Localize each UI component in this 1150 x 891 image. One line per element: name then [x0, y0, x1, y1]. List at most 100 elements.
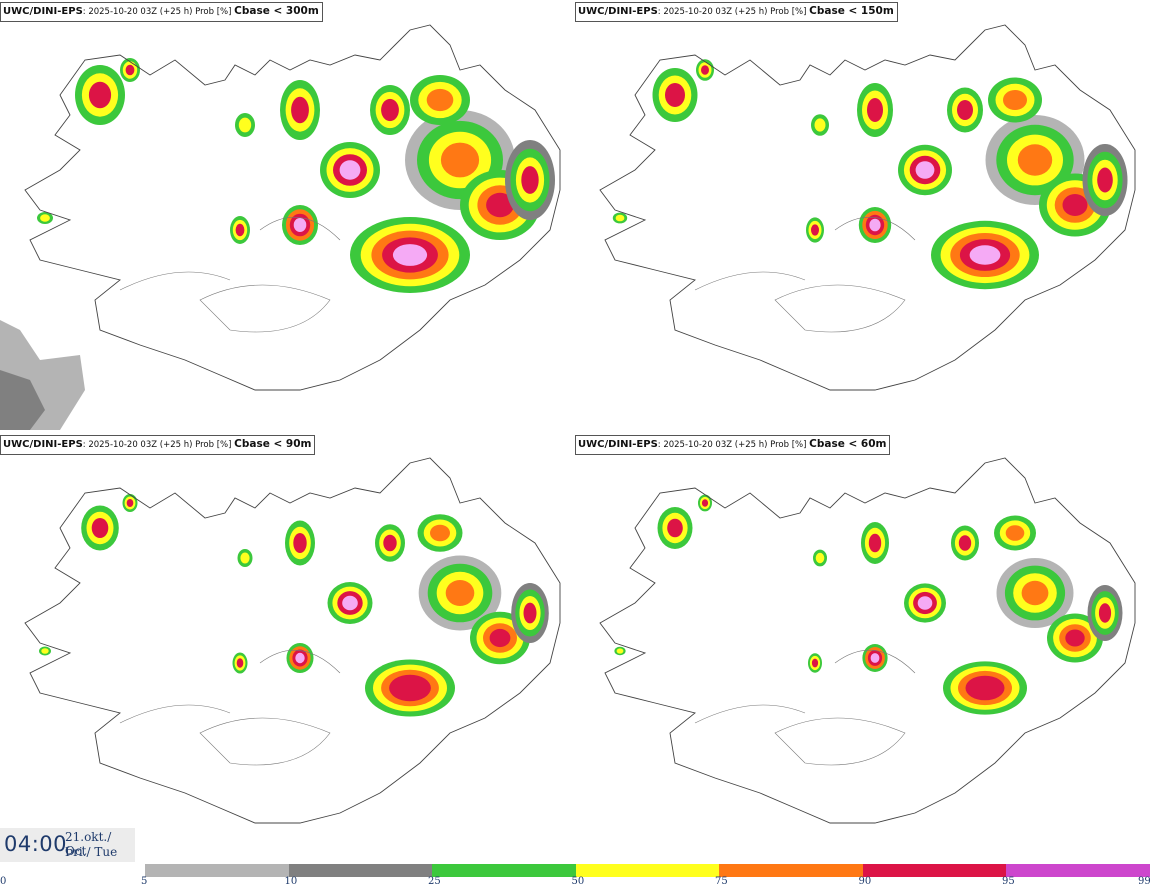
probability-contour-red: [236, 658, 244, 668]
legend-tick-label: 5: [141, 876, 148, 887]
legend-swatch: [145, 864, 289, 877]
probability-contour-pink: [869, 218, 881, 232]
legend-tick-label: 95: [1002, 876, 1015, 887]
probability-contour-yellow: [40, 214, 50, 222]
run-info: : 2025-10-20 03Z (+25 h) Prob [%]: [82, 7, 235, 17]
legend-tick-label: 75: [715, 876, 728, 887]
probability-contour-red: [521, 166, 539, 194]
model-name: UWC/DINI-EPS: [3, 439, 83, 450]
iceland-probability-map: [24, 457, 561, 824]
parameter-label: Cbase < 300m: [234, 5, 319, 17]
probability-contour-red: [701, 499, 709, 507]
iceland-probability-map: [0, 24, 561, 430]
run-info: : 2025-10-20 03Z (+25 h) Prob [%]: [657, 440, 810, 450]
probability-contour-orange: [1003, 90, 1027, 110]
inland-outline: [259, 649, 341, 674]
probability-contour-yellow: [41, 648, 49, 654]
inland-outline: [199, 284, 331, 333]
run-info: : 2025-10-20 03Z (+25 h) Prob [%]: [82, 440, 235, 450]
probability-contour-orange: [1017, 144, 1053, 176]
legend-tick-label: 10: [284, 876, 298, 887]
probability-contour-red: [665, 83, 685, 107]
grey-field-sw-dark: [0, 370, 45, 430]
probability-contour-red: [1098, 603, 1112, 623]
legend-tick-label: 0: [0, 876, 7, 887]
probability-contour-red: [1065, 629, 1085, 647]
inland-outline: [774, 284, 906, 333]
probability-contour-pink: [917, 596, 933, 610]
iceland-coastline: [599, 24, 1136, 391]
iceland-probability-map: [599, 24, 1136, 391]
inland-outline: [119, 271, 231, 291]
probability-contour-pink: [969, 245, 1001, 265]
probability-contour-red: [867, 98, 883, 122]
probability-contour-red: [383, 534, 397, 552]
probability-contour-red: [91, 518, 109, 538]
map-panel-60m: UWC/DINI-EPS: 2025-10-20 03Z (+25 h) Pro…: [575, 433, 1145, 863]
probability-contour-red: [811, 224, 819, 236]
legend-tick-label: 25: [428, 876, 441, 887]
inland-outline: [774, 717, 906, 766]
inland-outline: [259, 216, 341, 241]
probability-contour-red: [701, 65, 709, 75]
inland-outline: [694, 704, 806, 724]
probability-contour-red: [958, 535, 972, 551]
probability-contour-red: [88, 81, 112, 109]
probability-contour-pink: [915, 161, 935, 179]
iceland-probability-map: [599, 457, 1136, 824]
iceland-coastline: [24, 24, 561, 391]
probability-contour-red: [291, 96, 309, 124]
probability-contour-red: [381, 98, 399, 122]
probability-contour-red: [868, 533, 882, 553]
panel-title: UWC/DINI-EPS: 2025-10-20 03Z (+25 h) Pro…: [0, 2, 323, 22]
inland-outline: [834, 649, 916, 674]
legend-swatch: [288, 864, 432, 877]
probability-contour-orange: [445, 580, 475, 606]
probability-contour-orange: [430, 524, 450, 542]
probability-contour-yellow: [240, 552, 250, 564]
inland-outline: [694, 271, 806, 291]
model-name: UWC/DINI-EPS: [578, 6, 658, 17]
probability-contour-red: [489, 628, 511, 648]
valid-time-box: 04:00 21.okt./ Oct Þri./ Tue: [0, 828, 135, 862]
legend-swatch: [1006, 864, 1150, 877]
legend-tick-label: 90: [858, 876, 872, 887]
probability-contour-orange: [1005, 525, 1025, 541]
valid-hour: 04:00: [4, 832, 68, 856]
probability-contour-red: [235, 223, 245, 237]
legend-tick-label: 50: [571, 876, 585, 887]
probability-contour-pink: [342, 595, 358, 611]
valid-date: 21.okt./ Oct: [65, 830, 112, 858]
probability-contour-orange: [1021, 580, 1049, 606]
probability-contour-red: [486, 192, 514, 218]
probability-contour-red: [293, 533, 307, 553]
map-panel-300m: UWC/DINI-EPS: 2025-10-20 03Z (+25 h) Pro…: [0, 0, 570, 430]
probability-contour-red: [957, 100, 973, 120]
iceland-coastline: [599, 457, 1136, 824]
probability-contour-orange: [426, 88, 454, 112]
probability-contour-yellow: [238, 117, 252, 133]
panel-title: UWC/DINI-EPS: 2025-10-20 03Z (+25 h) Pro…: [0, 435, 316, 455]
parameter-label: Cbase < 90m: [234, 438, 312, 450]
probability-contour-pink: [870, 653, 880, 663]
run-info: : 2025-10-20 03Z (+25 h) Prob [%]: [657, 7, 810, 17]
parameter-label: Cbase < 150m: [809, 5, 894, 17]
probability-contour-pink: [392, 244, 428, 266]
probability-contour-red: [1062, 194, 1088, 216]
inland-outline: [119, 704, 231, 724]
panel-title: UWC/DINI-EPS: 2025-10-20 03Z (+25 h) Pro…: [575, 435, 891, 455]
probability-contour-yellow: [814, 118, 826, 132]
probability-contour-red: [126, 499, 134, 507]
map-panel-90m: UWC/DINI-EPS: 2025-10-20 03Z (+25 h) Pro…: [0, 433, 570, 863]
model-name: UWC/DINI-EPS: [3, 6, 83, 17]
probability-contour-red: [389, 674, 431, 702]
color-legend: 0 5 10 25 50 75 90 95 99: [0, 862, 1150, 891]
iceland-coastline: [24, 457, 561, 824]
panel-title: UWC/DINI-EPS: 2025-10-20 03Z (+25 h) Pro…: [575, 2, 898, 22]
probability-contour-yellow: [616, 648, 624, 654]
legend-swatch: [575, 864, 719, 877]
probability-contour-red: [811, 658, 819, 668]
legend-tick-label: 99: [1138, 876, 1150, 887]
model-name: UWC/DINI-EPS: [578, 439, 658, 450]
legend-swatch: [862, 864, 1006, 877]
